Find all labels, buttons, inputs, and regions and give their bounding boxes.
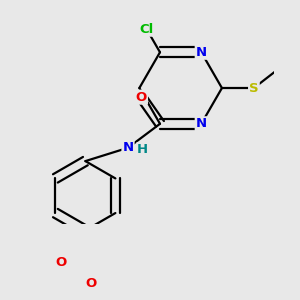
Text: N: N [196, 117, 207, 130]
Text: O: O [136, 91, 147, 104]
Text: O: O [85, 277, 96, 290]
Text: H: H [137, 142, 148, 156]
Text: O: O [56, 256, 67, 269]
Text: Cl: Cl [140, 23, 154, 36]
Text: N: N [196, 46, 207, 59]
Text: N: N [122, 141, 134, 154]
Text: S: S [249, 82, 259, 94]
